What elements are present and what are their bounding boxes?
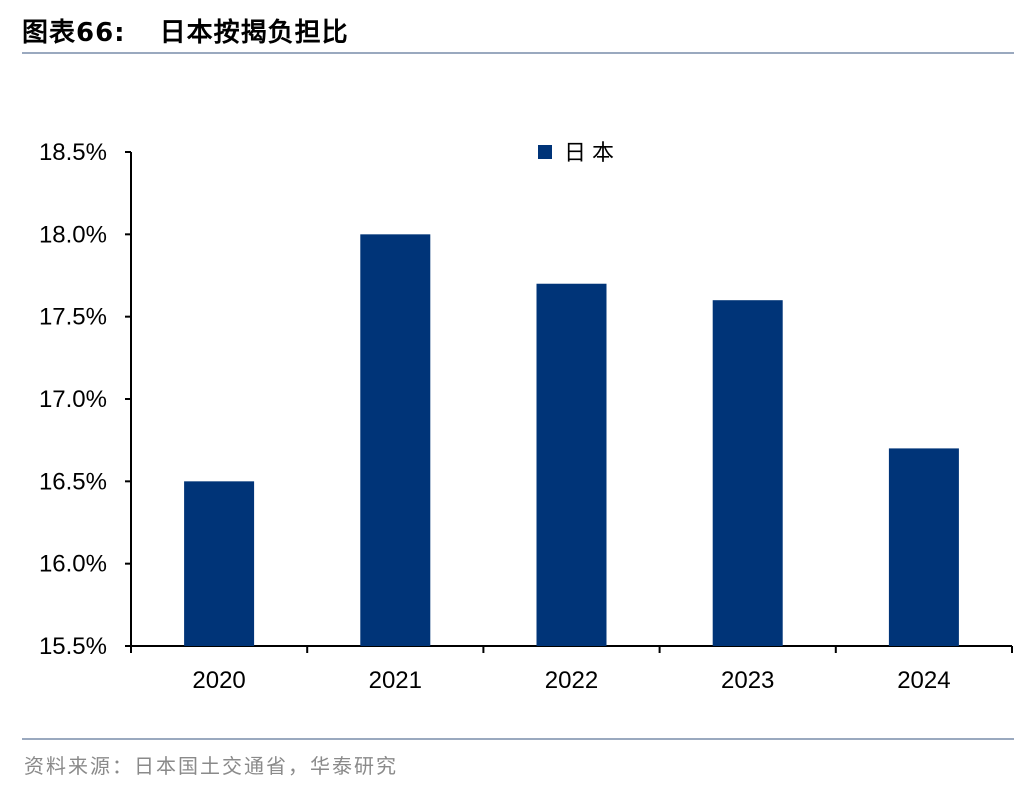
y-tick-label: 18.5%	[39, 139, 107, 166]
title-divider	[22, 52, 1014, 54]
y-tick-label: 17.0%	[39, 386, 107, 413]
x-tick-label: 2023	[721, 667, 774, 694]
source-note: 资料来源：日本国土交通省，华泰研究	[24, 754, 398, 778]
bar-2024	[888, 448, 959, 646]
bar-2020	[184, 481, 255, 646]
figure-title-text: 日本按揭负担比	[159, 18, 349, 48]
y-tick-label: 16.5%	[39, 468, 107, 495]
figure-label: 图表66:	[22, 18, 126, 48]
bar-2022	[536, 283, 607, 646]
x-tick-label: 2020	[192, 667, 245, 694]
y-tick-label: 17.5%	[39, 304, 107, 331]
bar-2023	[712, 300, 783, 646]
x-tick-label: 2021	[369, 667, 422, 694]
y-tick-label: 16.0%	[39, 551, 107, 578]
figure-title: 图表66: 日本按揭负担比	[22, 12, 349, 49]
x-tick-label: 2022	[545, 667, 598, 694]
legend-label: 日本	[564, 140, 620, 165]
y-tick-label: 15.5%	[39, 633, 107, 660]
x-tick-label: 2024	[897, 667, 950, 694]
y-tick-label: 18.0%	[39, 221, 107, 248]
bar-2021	[360, 234, 431, 647]
legend-swatch	[538, 145, 552, 159]
footer-divider	[22, 738, 1014, 740]
